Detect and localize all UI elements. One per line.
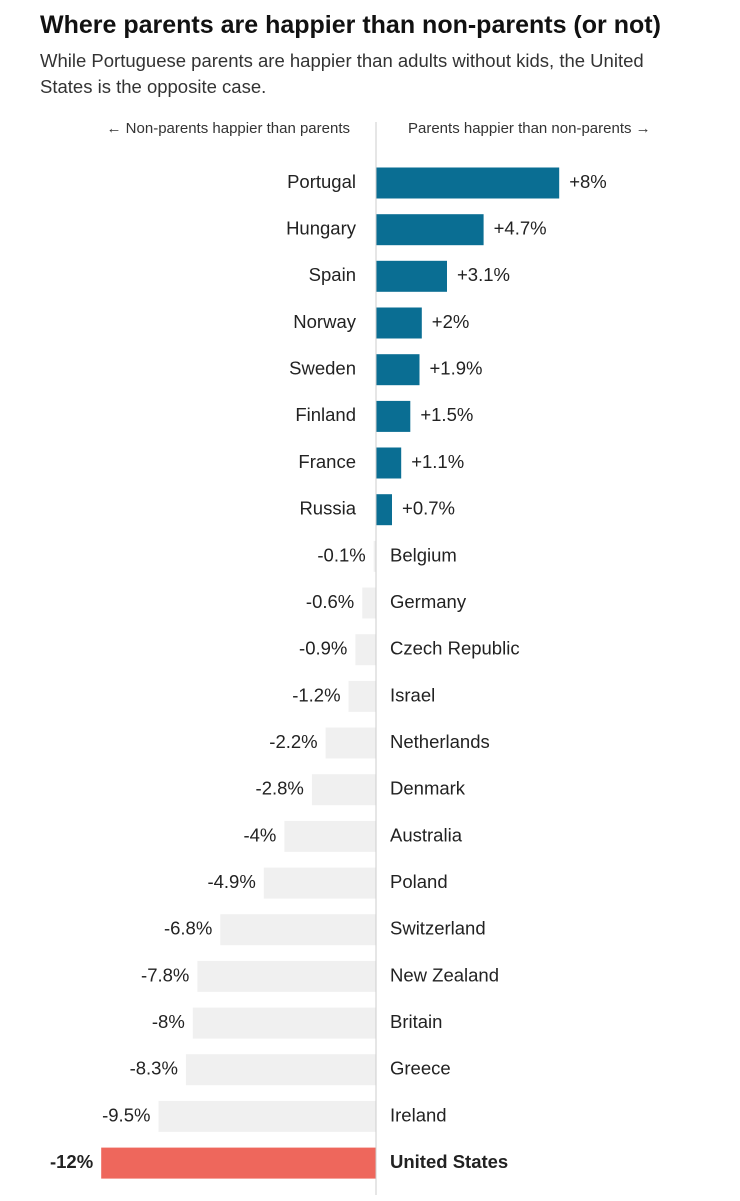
bar-france xyxy=(376,447,402,479)
chart-title: Where parents are happier than non-paren… xyxy=(40,11,661,39)
value-label: +3.1% xyxy=(457,264,510,285)
bar-greece xyxy=(185,1054,376,1086)
value-label: -12% xyxy=(50,1151,93,1172)
value-label: -8.3% xyxy=(130,1058,178,1079)
value-label: -1.2% xyxy=(292,684,340,705)
category-label: Australia xyxy=(390,824,463,845)
chart-subtitle: While Portuguese parents are happier tha… xyxy=(40,50,644,97)
value-label: -2.2% xyxy=(269,731,317,752)
category-label: Ireland xyxy=(390,1104,447,1125)
value-label: -0.1% xyxy=(317,544,365,565)
category-label: Norway xyxy=(293,311,356,332)
value-label: +1.5% xyxy=(420,404,473,425)
category-label: Denmark xyxy=(390,778,466,799)
category-label: Britain xyxy=(390,1011,442,1032)
value-label: -0.6% xyxy=(306,591,354,612)
category-label: Switzerland xyxy=(390,918,486,939)
category-label: Israel xyxy=(390,684,435,705)
bar-hungary xyxy=(376,214,484,246)
category-label: Spain xyxy=(309,264,356,285)
category-label: Finland xyxy=(295,404,356,425)
bar-switzerland xyxy=(220,914,376,946)
bar-israel xyxy=(348,680,376,712)
category-label: France xyxy=(298,451,356,472)
bar-norway xyxy=(376,307,422,339)
category-label: Portugal xyxy=(287,171,356,192)
value-label: +1.9% xyxy=(430,358,483,379)
bar-denmark xyxy=(311,774,376,806)
bar-czech-republic xyxy=(355,634,376,666)
bar-australia xyxy=(284,820,376,852)
category-label: Russia xyxy=(299,498,356,519)
bar-belgium xyxy=(373,540,376,572)
bar-britain xyxy=(192,1007,376,1039)
bar-netherlands xyxy=(325,727,376,759)
bar-poland xyxy=(263,867,376,899)
value-label: -8% xyxy=(152,1011,185,1032)
left-direction-label: ← Non-parents happier than parents xyxy=(107,120,350,137)
category-label: Netherlands xyxy=(390,731,490,752)
value-label: -9.5% xyxy=(102,1104,150,1125)
value-label: -6.8% xyxy=(164,918,212,939)
value-label: -2.8% xyxy=(256,778,304,799)
bar-germany xyxy=(362,587,376,619)
category-label: Greece xyxy=(390,1058,451,1079)
category-label: Belgium xyxy=(390,544,457,565)
value-label: -7.8% xyxy=(141,964,189,985)
value-label: +0.7% xyxy=(402,498,455,519)
bar-chart: ← Non-parents happier than parents Parent… xyxy=(50,120,651,1195)
category-label: United States xyxy=(390,1151,508,1172)
bar-ireland xyxy=(158,1100,376,1132)
value-label: +4.7% xyxy=(494,218,547,239)
bar-new-zealand xyxy=(197,960,376,992)
category-label: Germany xyxy=(390,591,467,612)
value-label: -4.9% xyxy=(207,871,255,892)
right-direction-label: Parents happier than non-parents → xyxy=(408,120,651,137)
bar-finland xyxy=(376,400,411,432)
category-label: Hungary xyxy=(286,218,357,239)
category-label: Czech Republic xyxy=(390,638,520,659)
category-label: New Zealand xyxy=(390,964,499,985)
bar-spain xyxy=(376,260,447,292)
value-label: -0.9% xyxy=(299,638,347,659)
category-label: Poland xyxy=(390,871,448,892)
value-label: +8% xyxy=(569,171,607,192)
value-label: +1.1% xyxy=(411,451,464,472)
bar-sweden xyxy=(376,354,420,386)
value-label: -4% xyxy=(243,824,276,845)
value-label: +2% xyxy=(432,311,470,332)
category-label: Sweden xyxy=(289,358,356,379)
bar-united-states xyxy=(101,1147,376,1179)
bar-portugal xyxy=(376,167,560,199)
bar-russia xyxy=(376,494,392,526)
